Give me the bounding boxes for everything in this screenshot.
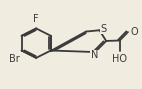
Text: Br: Br xyxy=(9,54,20,64)
Text: F: F xyxy=(33,15,39,24)
Text: HO: HO xyxy=(112,54,127,64)
Text: O: O xyxy=(131,27,138,37)
Text: S: S xyxy=(100,24,106,34)
Text: N: N xyxy=(91,50,98,60)
